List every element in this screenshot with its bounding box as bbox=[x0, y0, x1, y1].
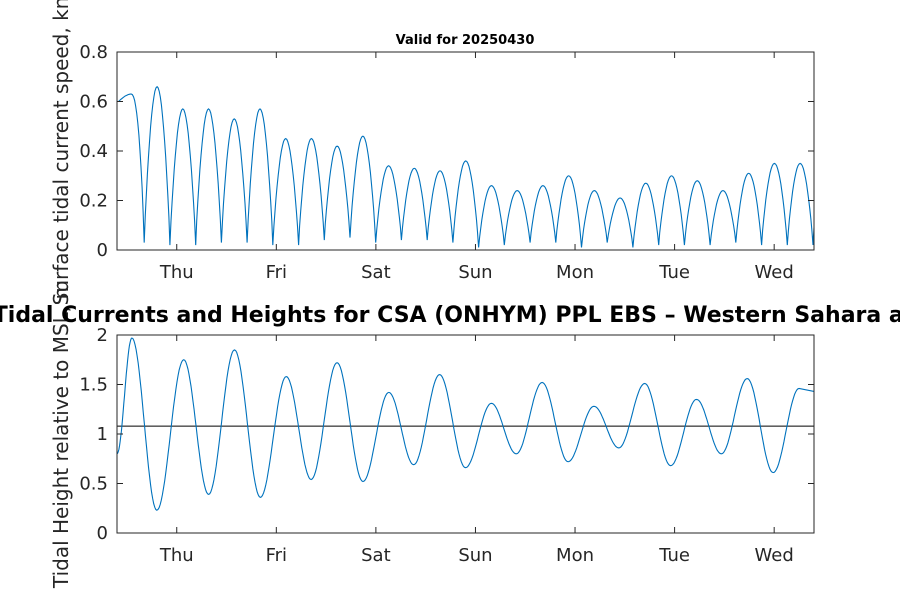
x-tick-label-wed: Wed bbox=[755, 262, 794, 283]
x-tick-label-thu: Thu bbox=[159, 262, 194, 283]
x-tick-label-sat: Sat bbox=[361, 545, 391, 566]
x-tick-label-wed: Wed bbox=[755, 545, 794, 566]
x-tick-label-mon: Mon bbox=[556, 262, 594, 283]
current-speed-panel: Valid for 20250430 Surface tidal current… bbox=[49, 0, 815, 305]
x-tick-label-sat: Sat bbox=[361, 262, 391, 283]
current-speed-series bbox=[118, 85, 815, 248]
x-tick-label-tue: Tue bbox=[658, 262, 690, 283]
current-speed-title: Valid for 20250430 bbox=[396, 33, 535, 48]
y-tick-label: 1 bbox=[97, 424, 108, 445]
x-tick-label-sun: Sun bbox=[458, 545, 492, 566]
x-tick-label-thu: Thu bbox=[159, 545, 194, 566]
tidal-height-series bbox=[116, 337, 815, 511]
x-tick-label-sun: Sun bbox=[458, 262, 492, 283]
x-tick-label-fri: Fri bbox=[266, 262, 287, 283]
y-tick-label: 0 bbox=[97, 523, 108, 544]
x-tick-label-fri: Fri bbox=[266, 545, 287, 566]
y-tick-label: 0.2 bbox=[79, 191, 108, 212]
axes-box bbox=[116, 334, 815, 534]
x-tick-label-mon: Mon bbox=[556, 545, 594, 566]
y-tick-label: 0.4 bbox=[79, 141, 108, 162]
tidal-height-panel: Tidal Height relative to MSL, m 0 0.5 1 1.5… bbox=[49, 280, 815, 589]
y-tick-label: 0.5 bbox=[79, 474, 108, 495]
x-tick-label-tue: Tue bbox=[658, 545, 690, 566]
y-tick-label: 0.8 bbox=[79, 42, 108, 63]
y-tick-label: 0.6 bbox=[79, 92, 108, 113]
current-speed-y-axis-label: Surface tidal current speed, kn bbox=[49, 0, 73, 305]
axes-box bbox=[116, 51, 815, 251]
y-tick-label: 2 bbox=[97, 325, 108, 346]
figure-main-title: Tidal Currents and Heights for CSA (ONHY… bbox=[0, 303, 900, 328]
tidal-height-y-axis-label: Tidal Height relative to MSL, m bbox=[49, 280, 73, 589]
y-tick-label: 1.5 bbox=[79, 375, 108, 396]
y-tick-label: 0 bbox=[97, 240, 108, 261]
